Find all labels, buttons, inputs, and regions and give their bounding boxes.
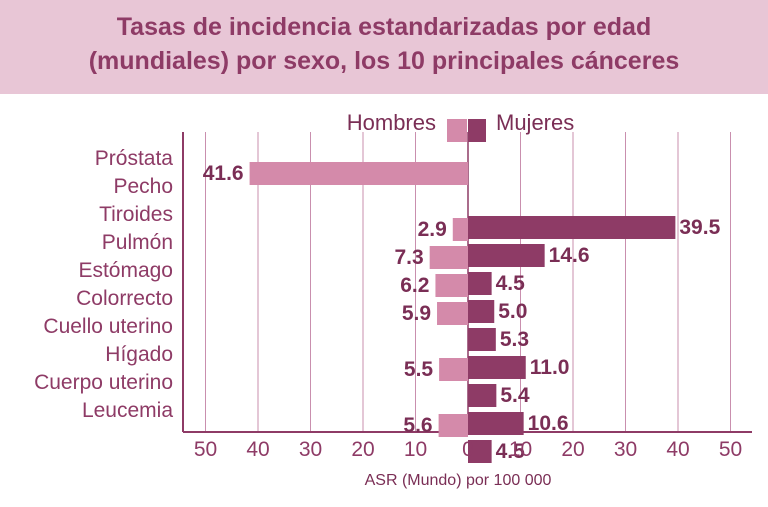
value-label-mujeres-pulmon: 4.5 bbox=[496, 272, 526, 295]
x-axis-label: ASR (Mundo) por 100 000 bbox=[365, 472, 552, 489]
category-label-prostata: Próstata bbox=[95, 147, 174, 170]
x-tick-labels: 50 40 30 20 10 0 10 20 30 40 50 bbox=[194, 438, 742, 461]
category-label-leucemia: Leucemia bbox=[82, 399, 173, 422]
category-label-cuello-uterino: Cuello uterino bbox=[43, 315, 173, 338]
bar-hombres-prostata bbox=[249, 162, 468, 185]
bar-mujeres-tiroides bbox=[468, 244, 545, 267]
legend-label-mujeres: Mujeres bbox=[496, 110, 574, 135]
title-band bbox=[0, 0, 768, 94]
category-label-tiroides: Tiroides bbox=[99, 203, 173, 226]
category-label-pecho: Pecho bbox=[113, 175, 173, 198]
category-label-estomago: Estómago bbox=[78, 259, 173, 282]
value-label-mujeres-higado: 5.4 bbox=[500, 384, 530, 407]
category-label-pulmon: Pulmón bbox=[102, 231, 173, 254]
value-label-hombres-higado: 5.5 bbox=[404, 358, 434, 381]
category-labels: Próstata Pecho Tiroides Pulmón Estómago Color… bbox=[34, 147, 173, 422]
category-label-colorrecto: Colorrecto bbox=[76, 287, 173, 310]
legend-label-hombres: Hombres bbox=[347, 110, 436, 135]
x-tick-label: 20 bbox=[561, 438, 584, 461]
value-label-hombres-estomago: 6.2 bbox=[400, 274, 429, 297]
bar-mujeres-higado bbox=[468, 384, 497, 407]
x-tick-label: 50 bbox=[194, 438, 217, 461]
bar-hombres-colorrecto bbox=[437, 302, 468, 325]
x-tick-label: 10 bbox=[404, 438, 427, 461]
value-label-mujeres-cuerpo-uterino: 10.6 bbox=[528, 412, 569, 435]
bar-hombres-higado bbox=[439, 358, 468, 381]
bars bbox=[249, 162, 676, 463]
x-tick-label: 40 bbox=[246, 438, 269, 461]
value-labels: 41.6 39.5 2.9 14.6 7.3 4.5 6.2 5.0 5.9 5.311.0 5.5… bbox=[203, 162, 721, 463]
bar-mujeres-estomago bbox=[468, 300, 495, 323]
bar-hombres-tiroides bbox=[452, 218, 468, 241]
legend-swatch-mujeres bbox=[468, 119, 486, 142]
value-label-mujeres-tiroides: 14.6 bbox=[549, 244, 590, 267]
legend: Hombres Mujeres bbox=[347, 110, 574, 142]
value-label-mujeres-cuello-uterino: 11.0 bbox=[530, 356, 570, 379]
bar-hombres-pulmon bbox=[429, 246, 468, 269]
chart-title-line1: Tasas de incidencia estandarizadas por e… bbox=[116, 13, 652, 41]
value-label-mujeres-estomago: 5.0 bbox=[498, 300, 527, 323]
value-label-hombres-pulmon: 7.3 bbox=[394, 246, 423, 269]
value-label-hombres-colorrecto: 5.9 bbox=[402, 302, 431, 325]
value-label-mujeres-pecho: 39.5 bbox=[679, 216, 720, 239]
x-tick-label: 50 bbox=[719, 438, 742, 461]
category-label-higado: Hígado bbox=[105, 343, 173, 366]
x-tick-label: 10 bbox=[509, 438, 532, 461]
legend-swatch-hombres bbox=[447, 119, 467, 142]
value-label-mujeres-leucemia: 4.5 bbox=[496, 440, 526, 463]
chart-title-line2: (mundiales) por sexo, los 10 principales… bbox=[88, 47, 680, 75]
bar-mujeres-colorrecto bbox=[468, 328, 496, 351]
x-tick-label: 40 bbox=[666, 438, 689, 461]
value-label-hombres-tiroides: 2.9 bbox=[418, 218, 447, 241]
category-label-cuerpo-uterino: Cuerpo uterino bbox=[34, 371, 173, 394]
bar-hombres-leucemia bbox=[438, 414, 468, 437]
chart-title: Tasas de incidencia estandarizadas por e… bbox=[0, 10, 768, 78]
x-tick-label: 30 bbox=[614, 438, 637, 461]
bar-mujeres-pulmon bbox=[468, 272, 492, 295]
x-tick-label: 30 bbox=[299, 438, 322, 461]
value-label-mujeres-colorrecto: 5.3 bbox=[500, 328, 529, 351]
x-tick-label: 20 bbox=[351, 438, 374, 461]
bar-mujeres-cuello-uterino bbox=[468, 356, 526, 379]
value-label-hombres-leucemia: 5.6 bbox=[403, 414, 432, 437]
bar-mujeres-leucemia bbox=[468, 440, 492, 463]
bar-mujeres-pecho bbox=[468, 216, 676, 239]
bar-hombres-estomago bbox=[435, 274, 468, 297]
x-tick-label: 0 bbox=[462, 438, 474, 461]
value-label-hombres-prostata: 41.6 bbox=[203, 162, 244, 185]
bar-mujeres-cuerpo-uterino bbox=[468, 412, 524, 435]
